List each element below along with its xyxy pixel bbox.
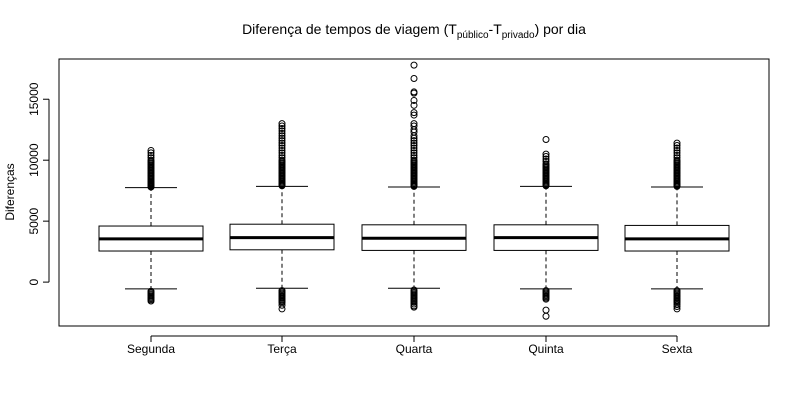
outlier-point	[278, 156, 286, 164]
x-tick-label: Quarta	[396, 342, 433, 356]
outlier-point	[410, 139, 418, 147]
outlier-point	[410, 96, 418, 104]
y-tick-label: 5000	[27, 207, 41, 234]
outlier-point	[542, 312, 550, 320]
box-segunda	[98, 146, 204, 305]
outlier-point	[410, 303, 418, 311]
outlier-point	[673, 302, 681, 310]
x-tick-label: Terça	[267, 342, 297, 356]
outlier-point	[278, 149, 286, 157]
y-axis: 0 5000 10000 15000	[27, 82, 50, 285]
y-tick-label: 15000	[27, 82, 41, 116]
outlier-point	[410, 154, 418, 162]
outlier-point	[278, 151, 286, 159]
title-middle: -T	[489, 21, 503, 37]
outlier-point	[542, 157, 550, 165]
chart-title: Diferença de tempos de viagem (Tpúblico-…	[242, 21, 586, 41]
y-axis-label: Diferenças	[3, 163, 17, 220]
outlier-point	[542, 306, 550, 314]
title-prefix: Diferença de tempos de viagem (T	[242, 21, 457, 37]
outlier-point	[410, 142, 418, 150]
outlier-point	[673, 144, 681, 152]
outlier-point	[278, 144, 286, 152]
outlier-point	[278, 305, 286, 313]
outlier-point	[278, 137, 286, 145]
outlier-point	[542, 153, 550, 161]
outlier-point	[673, 156, 681, 164]
plot-frame	[58, 58, 770, 327]
outlier-point	[410, 120, 418, 128]
outlier-point	[278, 301, 286, 309]
outlier-point	[410, 151, 418, 159]
outlier-point	[278, 132, 286, 140]
outlier-point	[410, 122, 418, 130]
outlier-point	[542, 155, 550, 163]
outlier-point	[410, 146, 418, 154]
title-suffix: ) por dia	[535, 21, 587, 37]
outlier-point	[410, 75, 418, 83]
outlier-point	[542, 150, 550, 158]
x-tick-label: Segunda	[127, 342, 175, 356]
outlier-point	[673, 305, 681, 313]
outlier-point	[410, 137, 418, 145]
outlier-point	[410, 101, 418, 109]
outlier-point	[673, 142, 681, 150]
title-subscript-privado: privado	[502, 30, 535, 41]
y-tick-label: 10000	[27, 143, 41, 177]
outlier-point	[278, 154, 286, 162]
outlier-point	[278, 139, 286, 147]
outlier-point	[410, 111, 418, 119]
outlier-point	[147, 297, 155, 305]
outlier-point	[673, 154, 681, 162]
outlier-point	[673, 146, 681, 154]
x-tick-label: Quinta	[528, 342, 564, 356]
box-quinta	[493, 135, 599, 320]
outlier-point	[147, 149, 155, 157]
outlier-point	[147, 151, 155, 159]
x-axis: Segunda Terça Quarta Quinta Sexta	[127, 335, 693, 356]
outlier-point	[147, 146, 155, 154]
outlier-point	[542, 135, 550, 143]
outlier-point	[410, 298, 418, 306]
outlier-point	[410, 149, 418, 157]
outlier-point	[673, 151, 681, 159]
outlier-point	[278, 146, 286, 154]
outlier-point	[278, 134, 286, 142]
outlier-point	[147, 156, 155, 164]
outlier-point	[410, 109, 418, 117]
outlier-point	[410, 144, 418, 152]
box-terça	[229, 120, 335, 313]
outlier-point	[278, 127, 286, 135]
boxes-group	[98, 61, 730, 320]
y-tick-label: 0	[27, 278, 41, 285]
title-subscript-publico: público	[457, 30, 489, 41]
outlier-point	[673, 149, 681, 157]
outlier-point	[278, 124, 286, 132]
outlier-point	[410, 156, 418, 164]
x-tick-label: Sexta	[662, 342, 693, 356]
outlier-point	[542, 160, 550, 168]
outlier-point	[278, 129, 286, 137]
outlier-point	[410, 88, 418, 96]
outlier-point	[147, 154, 155, 162]
outlier-point	[673, 301, 681, 309]
outlier-point	[278, 120, 286, 128]
box-quarta	[361, 61, 467, 311]
outlier-point	[278, 122, 286, 130]
outlier-point	[278, 142, 286, 150]
outlier-point	[542, 295, 550, 303]
outlier-point	[673, 139, 681, 147]
outlier-point	[410, 300, 418, 308]
outlier-point	[410, 61, 418, 69]
box-sexta	[624, 139, 730, 313]
